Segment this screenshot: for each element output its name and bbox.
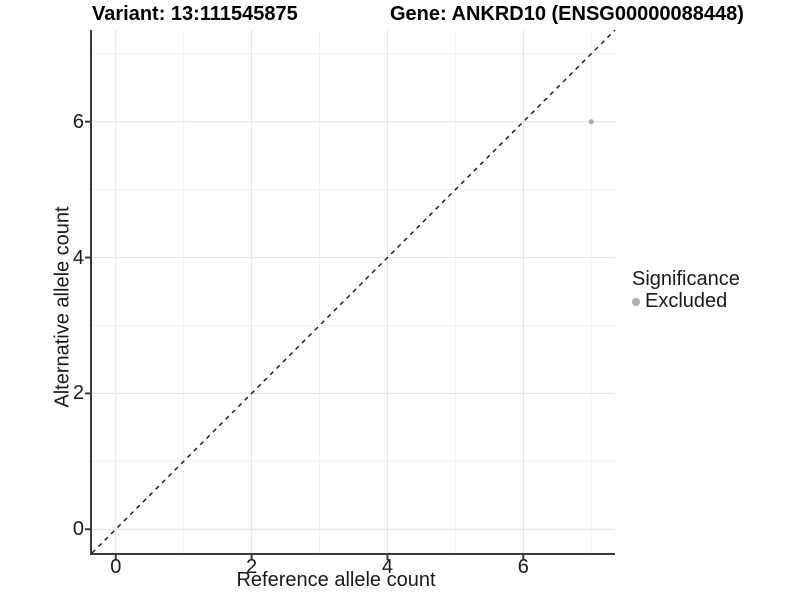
legend-item-label: Excluded xyxy=(645,290,728,312)
data-point xyxy=(588,119,594,125)
y-tick-label: 2 xyxy=(72,382,84,405)
legend-title: Significance xyxy=(632,268,740,290)
x-axis-title: Reference allele count xyxy=(236,569,436,591)
identity-reference-line xyxy=(91,29,616,554)
y-tick-label: 4 xyxy=(72,246,84,269)
y-tick-label: 0 xyxy=(72,518,84,541)
x-tick-label: 6 xyxy=(517,556,529,578)
y-tick-label: 6 xyxy=(72,110,84,133)
x-tick-label: 0 xyxy=(110,556,122,578)
variant-title: Variant: 13:111545875 xyxy=(92,3,298,25)
legend-item-excluded: Excluded xyxy=(632,290,727,313)
x-tick-label: 2 xyxy=(246,556,258,578)
x-tick-label: 4 xyxy=(381,556,394,578)
gene-title: Gene: ANKRD10 (ENSG00000088448) xyxy=(390,3,744,25)
y-axis-title: Alternative allele count xyxy=(51,206,74,408)
legend-point-icon xyxy=(632,297,640,306)
